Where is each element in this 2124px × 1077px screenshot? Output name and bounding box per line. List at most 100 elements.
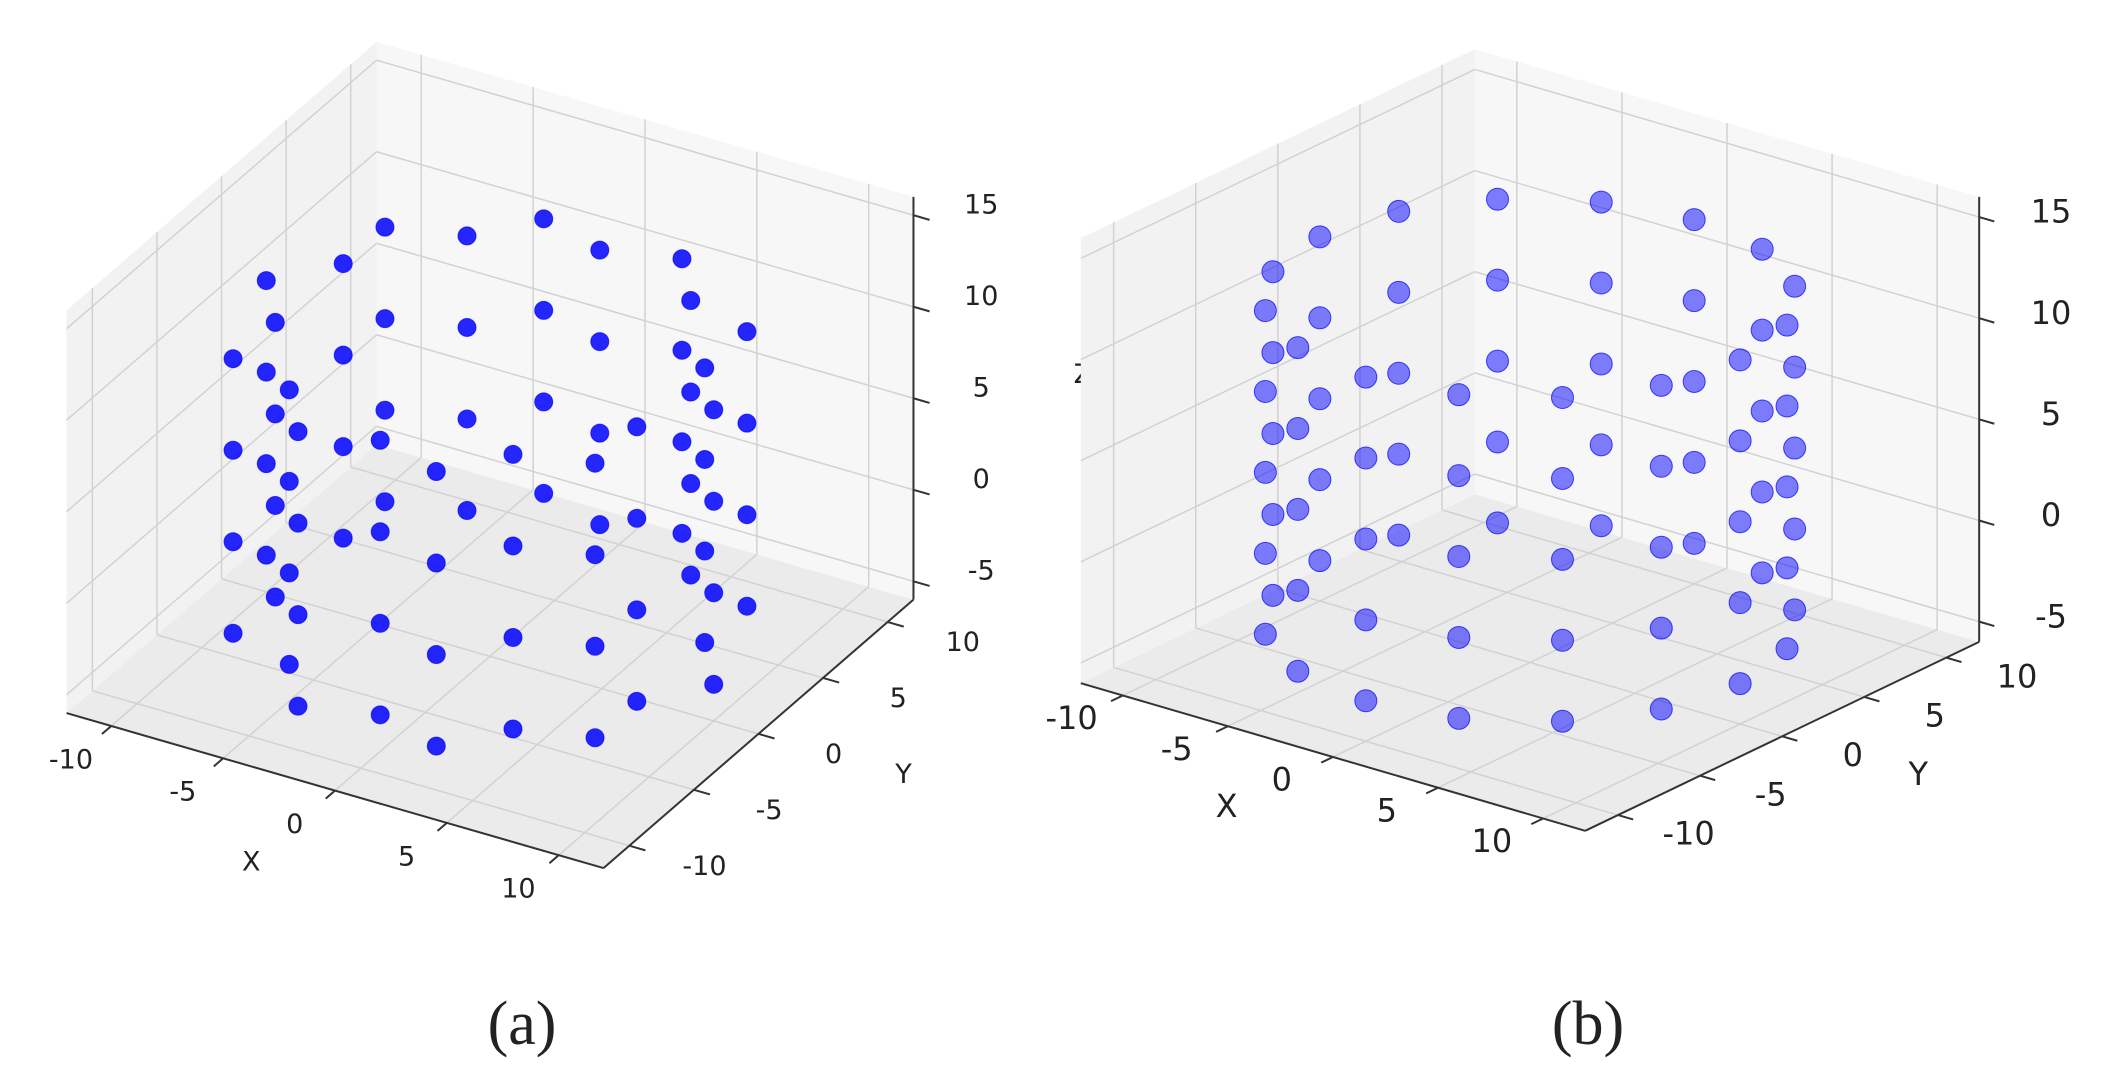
y-tick-label: -5 [1755, 775, 1787, 813]
grid-line [350, 466, 888, 623]
data-point [256, 362, 276, 382]
data-point [1354, 527, 1378, 551]
data-point [627, 508, 647, 528]
data-point [1286, 578, 1310, 602]
grid-line [376, 151, 914, 308]
y-tick-label: 5 [1925, 697, 1945, 735]
data-point [223, 623, 243, 643]
tick-mark [913, 488, 930, 496]
tick-mark [913, 397, 930, 404]
data-point [503, 536, 523, 556]
data-point [1447, 625, 1471, 649]
z-tick-label: -5 [968, 556, 995, 587]
z-tick-label: 10 [2031, 294, 2072, 332]
data-point [457, 317, 477, 337]
data-point [695, 358, 715, 378]
data-point [534, 392, 554, 412]
data-point [737, 596, 757, 616]
data-point [288, 422, 308, 442]
grid-line [1441, 509, 1947, 659]
data-point [457, 409, 477, 429]
data-point [672, 432, 692, 452]
data-point [1550, 628, 1574, 652]
data-point [256, 454, 276, 474]
x-tick-label: -10 [49, 744, 93, 775]
data-point [704, 491, 724, 511]
data-point [1589, 514, 1613, 538]
tick-mark [1978, 317, 1995, 324]
tick-mark [213, 757, 224, 768]
data-point [265, 312, 285, 332]
data-point [590, 423, 610, 443]
data-point [1354, 689, 1378, 713]
z-tick-label: 15 [2031, 193, 2072, 231]
tick-mark [887, 621, 905, 628]
data-point [223, 349, 243, 369]
y-tick-label: 0 [825, 739, 842, 770]
x-tick-label: 0 [286, 809, 303, 840]
data-point [590, 240, 610, 260]
data-point [534, 300, 554, 320]
data-point [1750, 318, 1774, 342]
data-point [1447, 706, 1471, 730]
tick-mark [758, 732, 775, 740]
data-point [256, 545, 276, 565]
y-tick-label: -10 [1662, 815, 1714, 853]
data-point [672, 523, 692, 543]
tick-mark [629, 844, 646, 852]
data-point [333, 437, 353, 457]
data-point [1775, 313, 1799, 337]
x-tick-label: -5 [1161, 730, 1193, 768]
tick-mark [436, 822, 448, 832]
data-point [1486, 430, 1510, 454]
data-point [704, 400, 724, 420]
data-point [370, 430, 390, 450]
data-point [426, 553, 446, 573]
y-tick-label: 10 [1997, 657, 2038, 695]
panel-label: (a) [488, 990, 557, 1058]
data-point [534, 209, 554, 229]
tick-mark [1320, 756, 1334, 764]
data-point [590, 515, 610, 535]
data-point [1286, 416, 1310, 440]
z-tick-label: 5 [973, 373, 990, 404]
data-point [426, 736, 446, 756]
data-point [1308, 387, 1332, 411]
data-point [1649, 697, 1673, 721]
data-point [1783, 517, 1807, 541]
data-point [1728, 672, 1752, 696]
y-axis-label: Y [894, 759, 912, 790]
data-point [737, 505, 757, 525]
data-point [223, 440, 243, 460]
data-point [1387, 523, 1411, 547]
data-point [265, 587, 285, 607]
tick-mark [693, 788, 711, 796]
data-point [1253, 299, 1277, 323]
tick-mark [1978, 519, 1995, 526]
data-point [223, 532, 243, 552]
grid-line [1359, 548, 1865, 698]
data-point [1682, 450, 1706, 474]
tick-mark [822, 676, 840, 684]
data-point [1354, 446, 1378, 470]
x-tick-label: 0 [1272, 761, 1292, 799]
data-point [1682, 370, 1706, 394]
grid-line [1080, 271, 1476, 462]
data-point [1550, 547, 1574, 571]
data-point [1253, 460, 1277, 484]
grid-line [1080, 68, 1476, 260]
data-point [1354, 365, 1378, 389]
data-point [1261, 502, 1285, 526]
data-point [503, 444, 523, 464]
grid-line [1113, 666, 1619, 816]
tick-mark [1978, 418, 1995, 425]
data-point [1728, 510, 1752, 534]
data-point [1261, 341, 1285, 365]
data-point [585, 453, 605, 473]
grid-line [1474, 473, 1980, 623]
tick-mark [548, 854, 560, 864]
x-tick-label: 5 [1377, 791, 1397, 829]
data-point [1682, 531, 1706, 555]
tick-mark [325, 789, 336, 800]
